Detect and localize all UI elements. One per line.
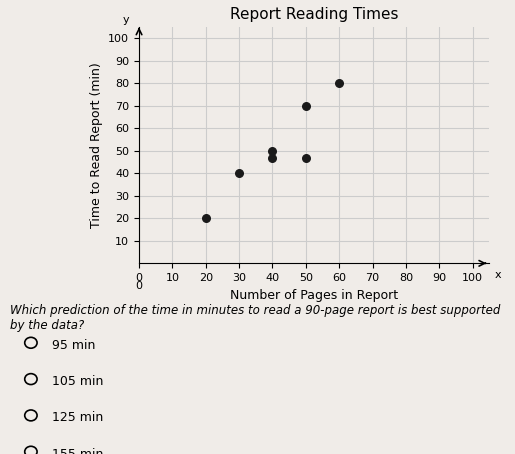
Text: 0: 0: [135, 281, 143, 291]
Y-axis label: Time to Read Report (min): Time to Read Report (min): [90, 62, 103, 228]
Text: 155 min: 155 min: [52, 448, 103, 454]
Text: y: y: [123, 15, 129, 25]
Title: Report Reading Times: Report Reading Times: [230, 7, 399, 22]
Text: 105 min: 105 min: [52, 375, 103, 388]
Point: [268, 154, 277, 161]
Point: [335, 80, 344, 87]
Point: [302, 102, 310, 109]
Point: [268, 147, 277, 154]
Text: 95 min: 95 min: [52, 339, 95, 352]
Point: [302, 154, 310, 161]
Text: x: x: [494, 270, 501, 280]
Point: [235, 170, 243, 177]
Point: [202, 215, 210, 222]
X-axis label: Number of Pages in Report: Number of Pages in Report: [230, 289, 398, 301]
Text: Which prediction of the time in minutes to read a 90-page report is best support: Which prediction of the time in minutes …: [10, 304, 501, 332]
Text: 125 min: 125 min: [52, 411, 103, 424]
